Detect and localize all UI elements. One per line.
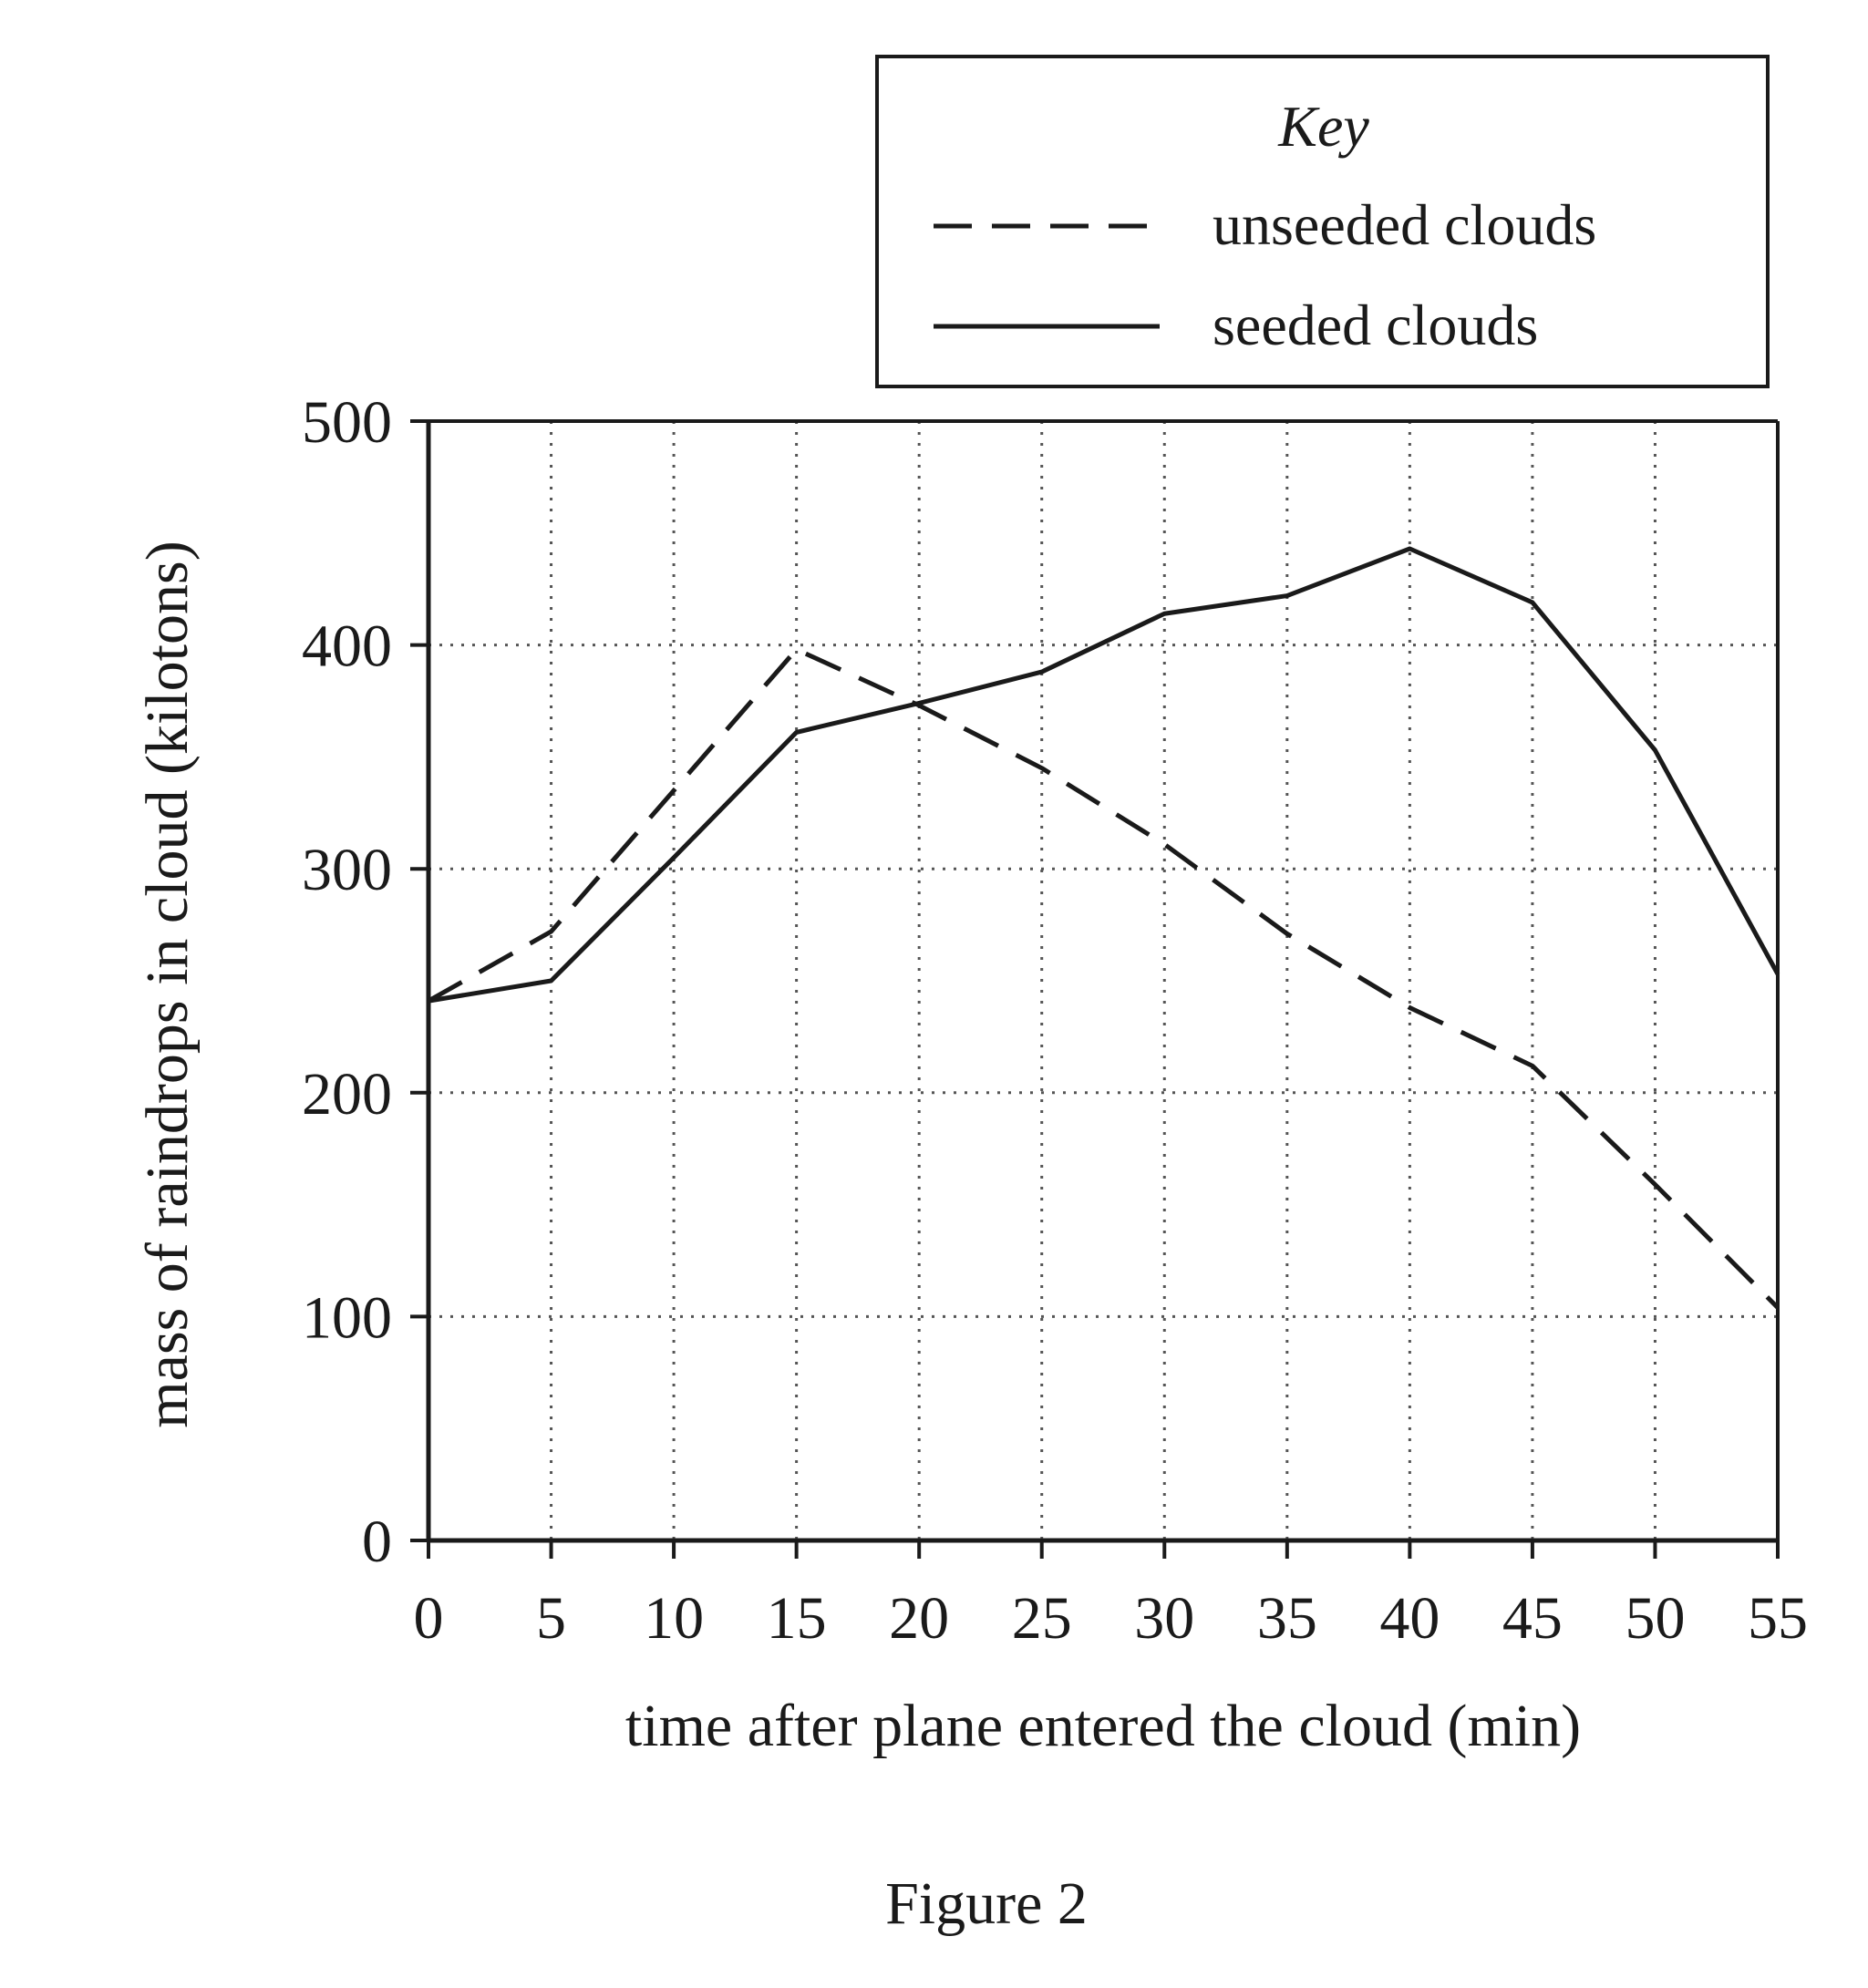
y-tick-label: 500	[302, 389, 392, 456]
x-tick-label: 25	[1012, 1585, 1072, 1652]
grid	[428, 419, 1778, 1540]
legend-label-unseeded: unseeded clouds	[1213, 192, 1596, 257]
figure-caption: Figure 2	[885, 1870, 1088, 1937]
legend-title: Key	[1277, 94, 1369, 159]
x-tick-label: 10	[644, 1585, 704, 1652]
legend: Key unseeded clouds seeded clouds	[875, 55, 1770, 388]
y-tick-label: 0	[362, 1509, 392, 1575]
series	[427, 546, 1780, 1310]
series-line-unseeded	[427, 647, 1780, 1310]
axes	[410, 419, 1780, 1559]
x-tick-label: 15	[767, 1585, 827, 1652]
x-axis-label: time after plane entered the cloud (min)	[625, 1693, 1581, 1759]
legend-label-seeded: seeded clouds	[1213, 293, 1538, 357]
y-tick-label: 300	[302, 837, 392, 903]
x-tick-label: 45	[1502, 1585, 1563, 1652]
tick-labels: 0 5 10 15 20 25 30 35 40 45 50 55 0 100 200 300 400 500	[302, 389, 1808, 1652]
y-tick-label: 400	[302, 613, 392, 680]
x-tick-label: 5	[536, 1585, 566, 1652]
x-tick-label: 35	[1257, 1585, 1317, 1652]
legend-box	[875, 55, 1770, 388]
y-tick-label: 200	[302, 1061, 392, 1128]
x-tick-label: 55	[1748, 1585, 1808, 1652]
x-tick-label: 0	[414, 1585, 444, 1652]
y-tick-label: 100	[302, 1284, 392, 1351]
x-tick-label: 30	[1134, 1585, 1194, 1652]
x-tick-label: 40	[1379, 1585, 1440, 1652]
x-tick-label: 20	[889, 1585, 949, 1652]
x-tick-label: 50	[1625, 1585, 1685, 1652]
y-axis-label: mass of raindrops in cloud (kilotons)	[134, 541, 201, 1427]
series-line-seeded	[428, 546, 1780, 1004]
